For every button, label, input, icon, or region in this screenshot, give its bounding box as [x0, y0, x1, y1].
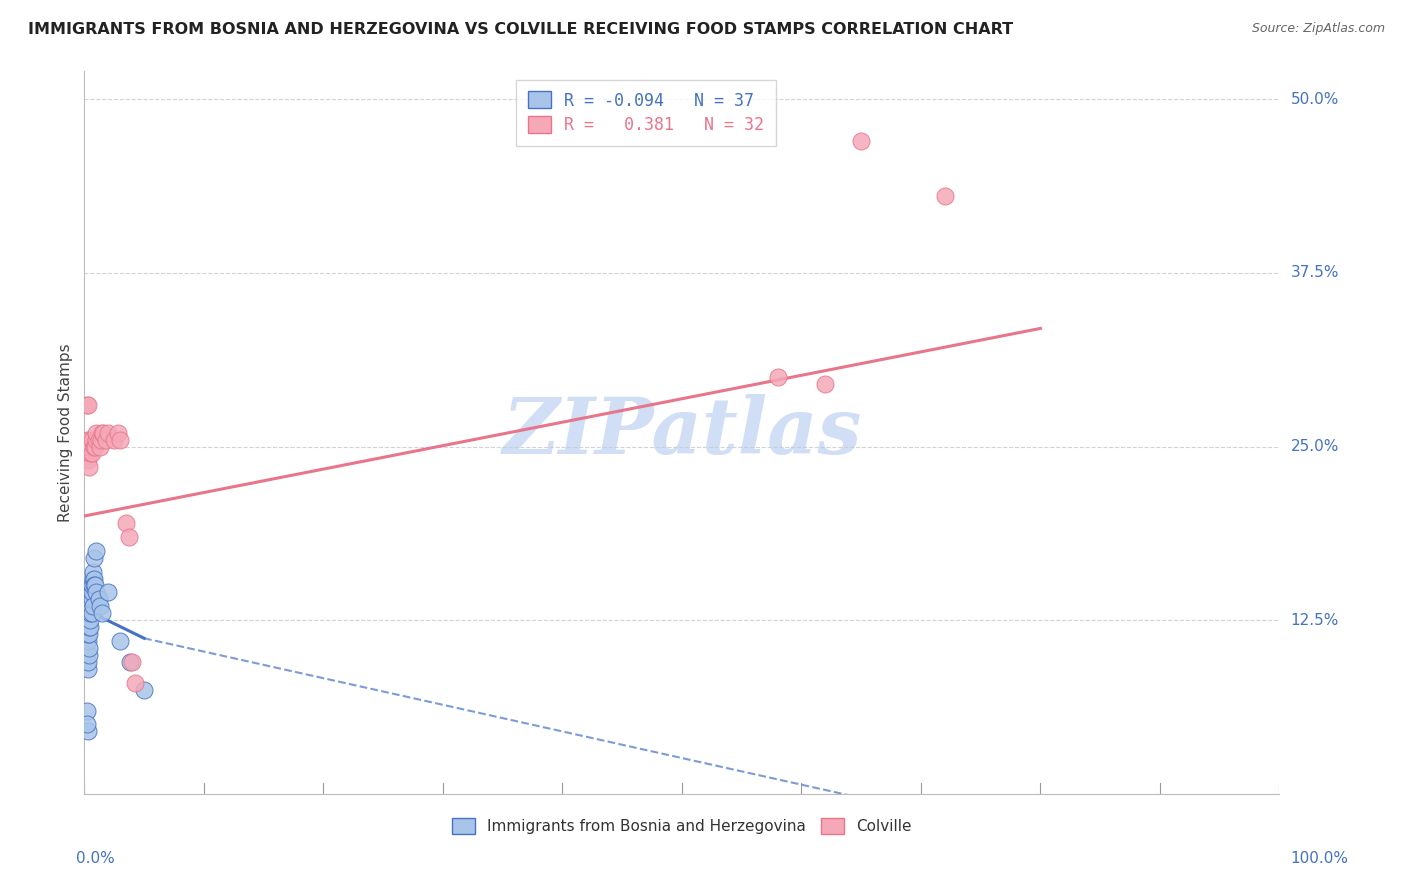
Point: [77, 648, 100, 662]
Point: [766, 370, 789, 384]
Point: [93, 425, 115, 440]
Point: [110, 433, 132, 447]
Point: [83, 550, 105, 565]
Point: [76, 704, 98, 718]
Point: [76, 433, 98, 447]
Point: [76, 398, 98, 412]
Point: [91, 425, 114, 440]
Text: 100.0%: 100.0%: [1289, 851, 1348, 865]
Point: [86, 425, 108, 440]
Point: [82, 565, 104, 579]
Point: [77, 460, 100, 475]
Point: [87, 433, 110, 447]
Point: [82, 599, 104, 614]
Point: [77, 640, 100, 655]
Point: [80, 578, 103, 592]
Point: [80, 592, 103, 607]
Point: [79, 599, 101, 614]
Point: [107, 425, 129, 440]
Legend: Immigrants from Bosnia and Herzegovina, Colville: Immigrants from Bosnia and Herzegovina, …: [446, 813, 918, 840]
Point: [79, 607, 101, 621]
Point: [97, 585, 120, 599]
Point: [76, 717, 98, 731]
Point: [80, 607, 103, 621]
Y-axis label: Receiving Food Stamps: Receiving Food Stamps: [58, 343, 73, 522]
Point: [77, 627, 100, 641]
Point: [115, 516, 138, 530]
Point: [77, 620, 100, 634]
Point: [86, 433, 108, 447]
Point: [83, 578, 105, 592]
Point: [110, 634, 132, 648]
Point: [118, 655, 141, 669]
Point: [77, 398, 100, 412]
Point: [851, 134, 873, 148]
Point: [79, 446, 101, 460]
Point: [80, 446, 103, 460]
Point: [934, 189, 956, 203]
Point: [77, 724, 100, 739]
Point: [91, 607, 114, 621]
Point: [97, 425, 120, 440]
Point: [87, 592, 110, 607]
Point: [90, 433, 112, 447]
Point: [79, 620, 101, 634]
Text: 12.5%: 12.5%: [1291, 613, 1339, 628]
Text: IMMIGRANTS FROM BOSNIA AND HERZEGOVINA VS COLVILLE RECEIVING FOOD STAMPS CORRELA: IMMIGRANTS FROM BOSNIA AND HERZEGOVINA V…: [28, 22, 1014, 37]
Point: [86, 543, 108, 558]
Point: [77, 634, 100, 648]
Text: Source: ZipAtlas.com: Source: ZipAtlas.com: [1251, 22, 1385, 36]
Text: 37.5%: 37.5%: [1291, 265, 1339, 280]
Point: [83, 440, 105, 454]
Text: ZIPatlas: ZIPatlas: [502, 394, 862, 471]
Point: [89, 599, 111, 614]
Point: [77, 453, 100, 467]
Point: [84, 440, 107, 454]
Point: [117, 530, 139, 544]
Point: [77, 662, 100, 676]
Point: [103, 433, 125, 447]
Point: [132, 682, 156, 697]
Point: [77, 627, 100, 641]
Point: [84, 578, 107, 592]
Point: [77, 433, 100, 447]
Point: [80, 433, 103, 447]
Point: [814, 376, 837, 391]
Point: [79, 592, 101, 607]
Text: 0.0%: 0.0%: [76, 851, 115, 865]
Text: 25.0%: 25.0%: [1291, 439, 1339, 454]
Point: [77, 607, 100, 621]
Point: [82, 572, 104, 586]
Point: [124, 675, 146, 690]
Point: [77, 655, 100, 669]
Text: 50.0%: 50.0%: [1291, 92, 1339, 107]
Point: [86, 585, 108, 599]
Point: [121, 655, 143, 669]
Point: [79, 440, 101, 454]
Point: [80, 585, 103, 599]
Point: [79, 613, 101, 627]
Point: [89, 440, 111, 454]
Point: [83, 572, 105, 586]
Point: [94, 433, 117, 447]
